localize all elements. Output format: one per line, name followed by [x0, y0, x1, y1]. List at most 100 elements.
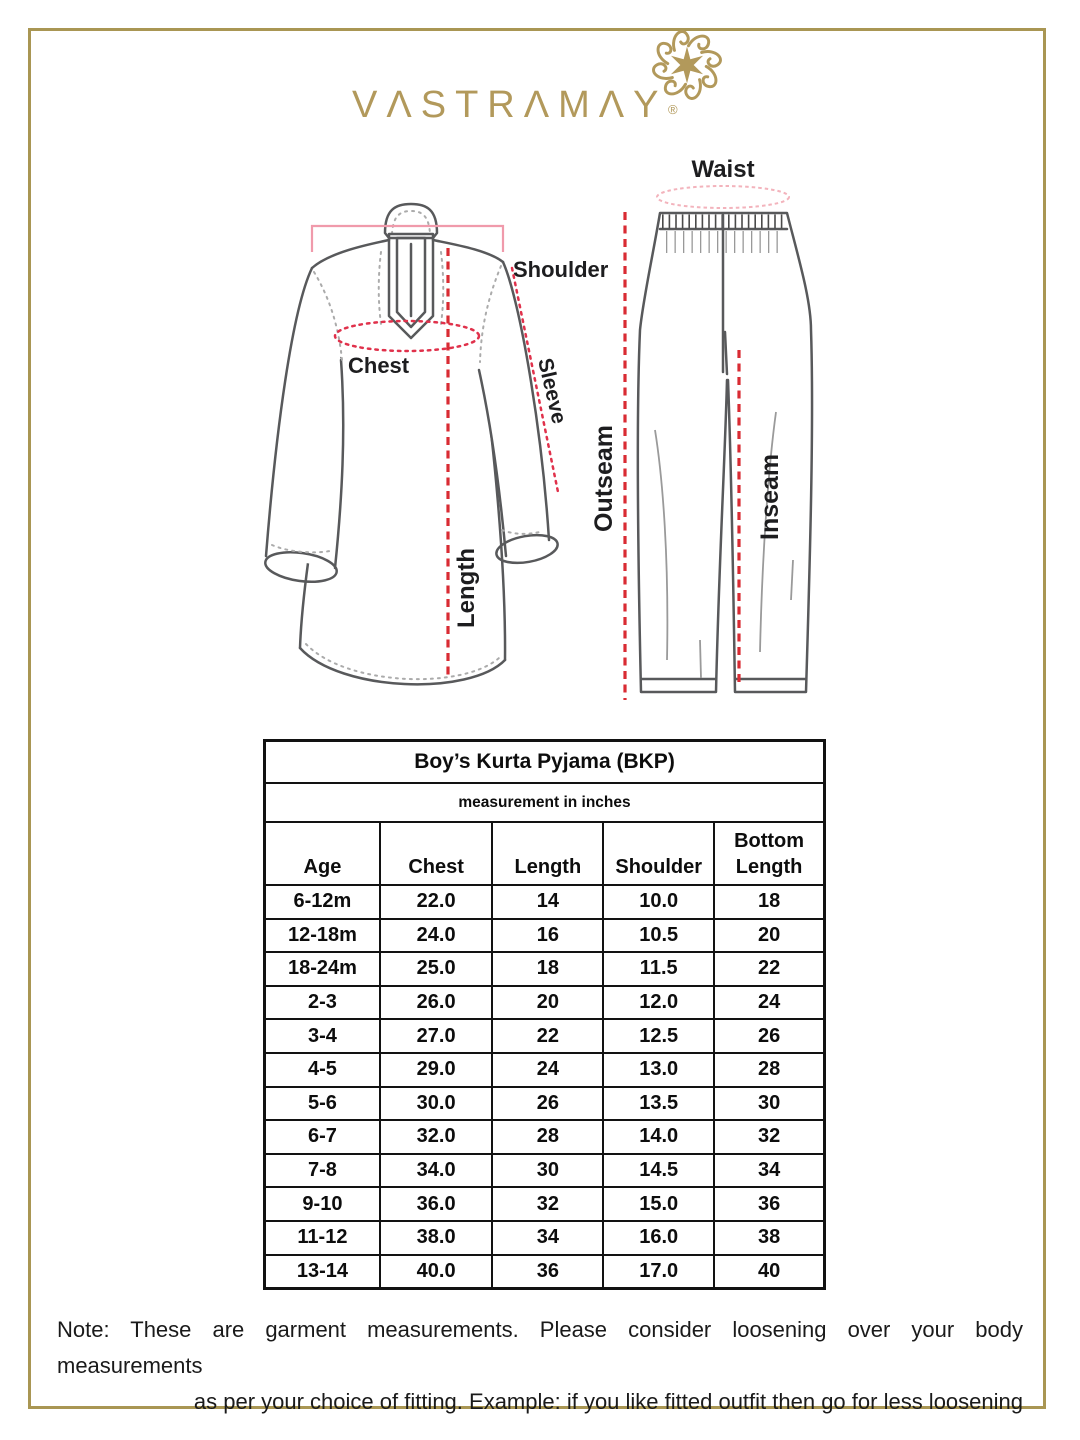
- length-label: Length: [453, 548, 480, 628]
- cell: 10.0: [602, 884, 716, 920]
- column-header-chest: Chest: [378, 821, 494, 886]
- cell: 12-18m: [263, 917, 381, 954]
- table-row: 18-24m 25.0 18 11.5 22: [263, 951, 826, 987]
- table-row: 7-8 34.0 30 14.5 34: [263, 1152, 826, 1189]
- cell: 12.5: [602, 1018, 716, 1054]
- cell: 24: [491, 1051, 605, 1088]
- cell: 26: [713, 1018, 826, 1054]
- kurta-left-cuff: [264, 551, 338, 583]
- cell: 24.0: [378, 917, 494, 954]
- cell: 32: [491, 1186, 605, 1222]
- cell: 38.0: [378, 1219, 494, 1256]
- cell: 40.0: [378, 1253, 494, 1290]
- cell: 18: [491, 951, 605, 987]
- table-header-row: Age Chest Length Shoulder Bottom Length: [263, 821, 826, 886]
- cell: 38: [713, 1219, 826, 1256]
- cell: 14.0: [602, 1119, 716, 1155]
- cell: 34: [713, 1152, 826, 1189]
- brand-logo-text: VΛSTRΛMΛY: [352, 84, 668, 126]
- table-row: 6-7 32.0 28 14.0 32: [263, 1119, 826, 1155]
- column-header-age: Age: [263, 821, 381, 886]
- cell: 27.0: [378, 1018, 494, 1054]
- cell: 36.0: [378, 1186, 494, 1222]
- kurta-drawing: Shoulder Chest Sleeve Length: [264, 202, 609, 686]
- cell: 20: [491, 984, 605, 1021]
- cell: 16: [491, 917, 605, 954]
- cell: 15.0: [602, 1186, 716, 1222]
- table-title-row: Boy’s Kurta Pyjama (BKP): [263, 739, 826, 784]
- cell: 18-24m: [263, 951, 381, 987]
- table-row: 11-12 38.0 34 16.0 38: [263, 1219, 826, 1256]
- waist-measure-ellipse: [656, 185, 790, 209]
- size-chart-table: Boy’s Kurta Pyjama (BKP) measurement in …: [263, 739, 826, 1291]
- cell: 36: [713, 1186, 826, 1222]
- cell: 32.0: [378, 1119, 494, 1155]
- cell: 22.0: [378, 884, 494, 920]
- table-row: 12-18m 24.0 16 10.5 20: [263, 917, 826, 954]
- pyjama-drawing: Waist Outseam Inseam: [590, 156, 814, 700]
- cell: 4-5: [263, 1051, 381, 1088]
- shoulder-label: Shoulder: [513, 257, 609, 282]
- kurta-right-cuff: [495, 533, 559, 565]
- cell: 22: [713, 951, 826, 987]
- cell: 13-14: [263, 1253, 381, 1290]
- cell: 34.0: [378, 1152, 494, 1189]
- inseam-label: Inseam: [756, 454, 784, 540]
- column-header-length: Length: [491, 821, 605, 886]
- cell: 12.0: [602, 984, 716, 1021]
- cell: 14: [491, 884, 605, 920]
- shoulder-measure-line: [310, 224, 505, 252]
- cell: 14.5: [602, 1152, 716, 1189]
- cell: 9-10: [263, 1186, 381, 1222]
- cell: 11-12: [263, 1219, 381, 1256]
- cell: 5-6: [263, 1085, 381, 1122]
- cell: 7-8: [263, 1152, 381, 1189]
- cell: 29.0: [378, 1051, 494, 1088]
- cell: 24: [713, 984, 826, 1021]
- cell: 22: [491, 1018, 605, 1054]
- cell: 30.0: [378, 1085, 494, 1122]
- measurement-diagram: Shoulder Chest Sleeve Length: [264, 156, 814, 700]
- cell: 36: [491, 1253, 605, 1290]
- table-row: 6-12m 22.0 14 10.0 18: [263, 884, 826, 920]
- cell: 6-12m: [263, 884, 381, 920]
- sleeve-label: Sleeve: [533, 356, 570, 426]
- cell: 13.5: [602, 1085, 716, 1122]
- table-title: Boy’s Kurta Pyjama (BKP): [263, 739, 826, 784]
- cell: 32: [713, 1119, 826, 1155]
- cell: 30: [491, 1152, 605, 1189]
- cell: 26: [491, 1085, 605, 1122]
- chest-measure-ellipse: [333, 319, 481, 353]
- table-row: 2-3 26.0 20 12.0 24: [263, 984, 826, 1021]
- cell: 6-7: [263, 1119, 381, 1155]
- cell: 40: [713, 1253, 826, 1290]
- column-header-bottom-length: Bottom Length: [713, 821, 826, 886]
- table-subtitle: measurement in inches: [263, 782, 826, 823]
- table-row: 4-5 29.0 24 13.0 28: [263, 1051, 826, 1088]
- cell: 28: [491, 1119, 605, 1155]
- cell: 13.0: [602, 1051, 716, 1088]
- cell: 25.0: [378, 951, 494, 987]
- cell: 3-4: [263, 1018, 381, 1054]
- table-row: 13-14 40.0 36 17.0 40: [263, 1253, 826, 1290]
- cell: 17.0: [602, 1253, 716, 1290]
- brand-flower-icon: [650, 28, 724, 102]
- column-header-shoulder: Shoulder: [602, 821, 716, 886]
- cell: 28: [713, 1051, 826, 1088]
- waist-label: Waist: [691, 156, 754, 183]
- size-table-body: 6-12m 22.0 14 10.0 18 12-18m 24.0 16 10.5 20 18-24…: [263, 884, 826, 1290]
- cell: 2-3: [263, 984, 381, 1021]
- cell: 20: [713, 917, 826, 954]
- outseam-label: Outseam: [590, 425, 618, 532]
- kurta-collar: [383, 202, 439, 240]
- kurta-placket: [387, 232, 435, 340]
- table-subtitle-row: measurement in inches: [263, 782, 826, 823]
- table-row: 5-6 30.0 26 13.5 30: [263, 1085, 826, 1122]
- cell: 26.0: [378, 984, 494, 1021]
- note-line-2: as per your choice of fitting. Example: …: [193, 1389, 1023, 1414]
- chest-label: Chest: [348, 353, 410, 378]
- cell: 11.5: [602, 951, 716, 987]
- note-line-1: Note: These are garment measurements. Pl…: [57, 1317, 1023, 1378]
- cell: 18: [713, 884, 826, 920]
